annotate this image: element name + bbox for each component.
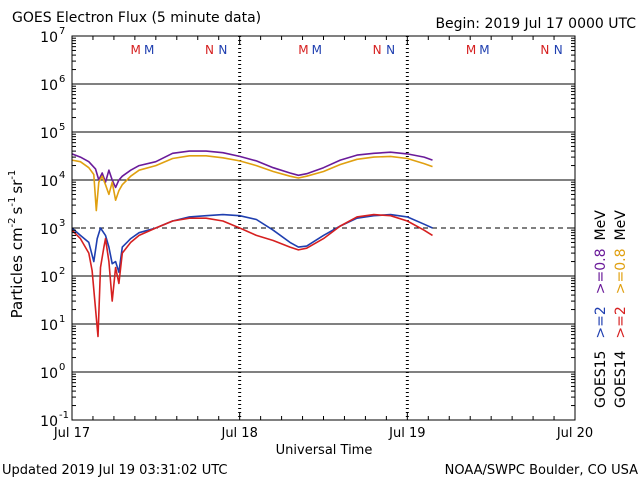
x-tick-label: Jul 19 [388,426,425,441]
legend-item: >=2 [593,306,609,338]
y-tick-label: 10 [40,126,58,142]
series-line-2 [71,213,433,274]
marker-n: N [218,43,227,57]
y-tick-exponent: 4 [59,170,65,181]
data-series [71,150,433,338]
y-tick-label: 10 [40,222,58,238]
y-axis-label-exponent: -2 [7,217,18,227]
marker-m: M [312,43,322,57]
series-line-3 [71,213,433,338]
y-tick-label: 10 [40,174,58,190]
y-tick-label: 10 [40,318,58,334]
source-credit: NOAA/SWPC Boulder, CO USA [445,463,638,478]
y-tick-exponent: -1 [59,410,69,421]
y-axis-label: Particles cm-2s-1sr-1 [7,170,26,319]
legend-column: GOES15 >=2 >=0.8 MeV [593,210,609,408]
chart-title: GOES Electron Flux (5 minute data) [12,10,261,26]
legend-unit: MeV [593,210,609,241]
y-axis-label-part: Particles cm [8,227,26,318]
marker-m: M [298,43,308,57]
marker-m: M [479,43,489,57]
x-axis-label: Universal Time [276,443,373,458]
y-tick-exponent: 0 [59,362,65,373]
marker-m: M [131,43,141,57]
y-tick-exponent: 2 [59,266,65,277]
series-line-1 [71,155,433,212]
y-tick-exponent: 5 [59,122,65,133]
updated-timestamp: Updated 2019 Jul 19 03:31:02 UTC [2,463,227,478]
marker-m: M [144,43,154,57]
begin-label: Begin: 2019 Jul 17 0000 UTC [435,16,636,32]
y-tick-label: 10 [40,78,58,94]
y-tick-exponent: 3 [59,218,65,229]
marker-n: N [373,43,382,57]
y-tick-exponent: 1 [59,314,65,325]
grid-lines [72,83,575,373]
y-axis-label-exponent: -1 [7,197,18,207]
marker-n: N [205,43,214,57]
legend-satellite: GOES14 [613,350,629,408]
y-tick-label: 10 [40,30,58,46]
legend-item: >=2 [613,306,629,338]
marker-n: N [554,43,563,57]
y-tick-exponent: 7 [59,26,65,37]
x-axis-ticks: Jul 17 Jul 18 Jul 19 Jul 20 [53,36,593,441]
marker-n: N [540,43,549,57]
legend-column: GOES14 >=2 >=0.8 MeV [613,210,629,408]
y-axis-label-part: s [8,206,26,214]
marker-n: N [386,43,395,57]
marker-m: M [466,43,476,57]
y-tick-label: 10 [40,270,58,286]
legend-unit: MeV [613,210,629,241]
x-tick-label: Jul 20 [556,426,593,441]
y-axis-label-exponent: -1 [7,170,18,180]
x-tick-label: Jul 17 [53,426,90,441]
y-tick-label: 10 [40,366,58,382]
y-tick-exponent: 6 [59,74,65,85]
series-line-0 [71,150,433,189]
legend-item: >=0.8 [593,248,609,294]
x-tick-label: Jul 18 [220,426,257,441]
legend-satellite: GOES15 [593,351,609,408]
y-axis-label-part: sr [8,179,26,194]
legend-item: >=0.8 [613,248,629,294]
y-tick-label: 10 [40,414,58,430]
